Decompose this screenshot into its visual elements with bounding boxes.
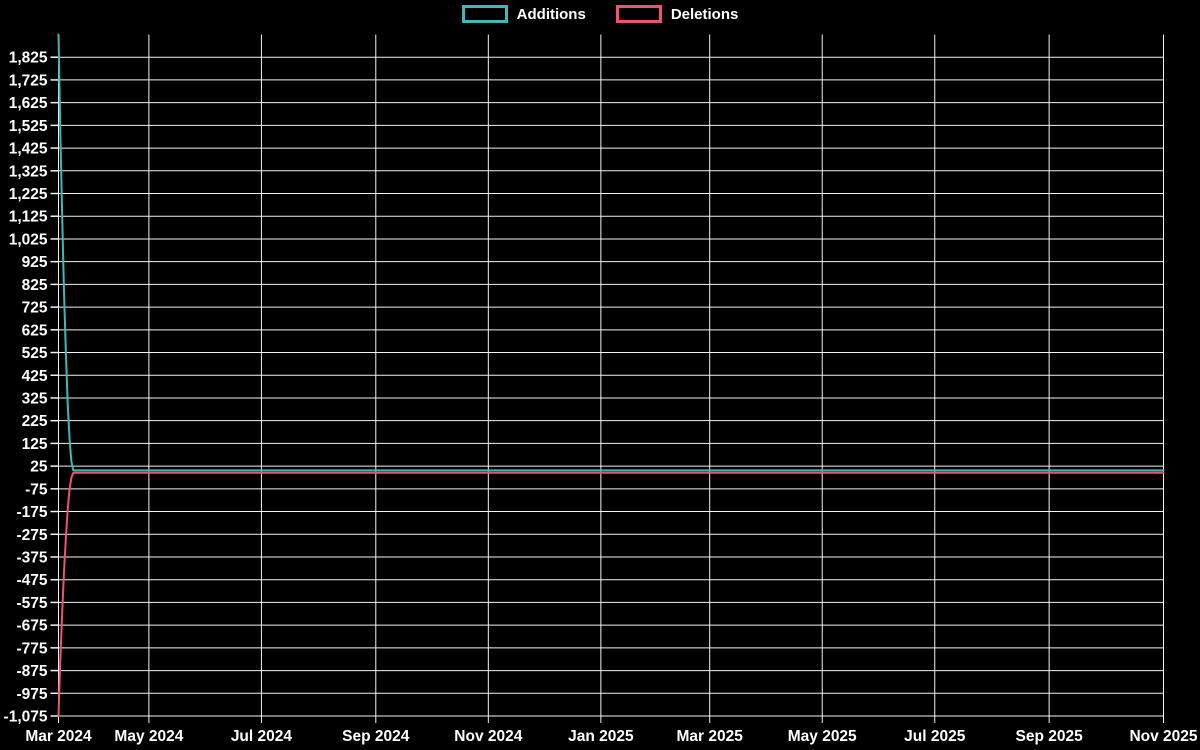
x-axis-tick-label: May 2025 <box>788 728 857 745</box>
y-axis-tick-label: 725 <box>22 300 48 317</box>
x-axis-tick-label: Jul 2025 <box>904 728 966 745</box>
y-axis-tick-label: 1,825 <box>9 50 48 67</box>
y-axis-tick-label: -475 <box>16 572 47 589</box>
y-axis-tick-label: -175 <box>16 504 47 521</box>
y-axis-tick-label: -775 <box>16 640 47 657</box>
y-axis-tick-label: 525 <box>22 345 48 362</box>
y-axis-tick-label: 325 <box>22 390 48 407</box>
deletions-line-series <box>57 471 1165 717</box>
y-axis-tick-label: 25 <box>30 459 48 476</box>
y-axis-tick-label: 1,325 <box>9 163 48 180</box>
legend-label-deletions: Deletions <box>670 5 739 23</box>
additions-swatch-icon <box>461 5 508 23</box>
y-axis-tick-label: 825 <box>22 277 48 294</box>
x-axis-tick-label: Sep 2025 <box>1016 728 1084 745</box>
y-axis-tick-label: -275 <box>16 527 47 544</box>
deletions-swatch-icon <box>615 5 662 23</box>
y-axis-tick-label: -75 <box>25 481 48 498</box>
y-axis-tick-label: 1,125 <box>9 209 48 226</box>
legend-item-deletions[interactable]: Deletions <box>615 5 739 23</box>
x-axis-tick-label: Jan 2025 <box>568 728 634 745</box>
y-axis-tick-label: -975 <box>16 686 47 703</box>
x-axis-tick-label: Sep 2024 <box>342 728 410 745</box>
y-axis-tick-label: 425 <box>22 368 48 385</box>
y-axis-tick-label: 225 <box>22 413 48 430</box>
y-axis-tick-label: 1,225 <box>9 186 48 203</box>
y-axis-tick-label: -375 <box>16 549 47 566</box>
legend-item-additions[interactable]: Additions <box>461 5 586 23</box>
x-axis-tick-label: Mar 2024 <box>25 728 92 745</box>
x-axis-tick-label: Nov 2024 <box>454 728 522 745</box>
y-axis-tick-label: 1,625 <box>9 95 48 112</box>
x-axis-tick-label: Nov 2025 <box>1129 728 1197 745</box>
y-axis-tick-label: 1,025 <box>9 231 48 248</box>
y-axis-tick-label: -575 <box>16 595 47 612</box>
x-axis-tick-label: Mar 2025 <box>677 728 744 745</box>
y-axis-tick-label: -675 <box>16 618 47 635</box>
y-axis-tick-label: 625 <box>22 322 48 339</box>
y-axis-tick-label: 1,725 <box>9 72 48 89</box>
chart-legend: Additions Deletions <box>0 5 1200 23</box>
legend-label-additions: Additions <box>516 5 586 23</box>
y-axis-tick-label: 925 <box>22 254 48 271</box>
x-axis-tick-label: May 2024 <box>114 728 183 745</box>
x-axis-tick-label: Jul 2024 <box>231 728 293 745</box>
y-axis-tick-label: -1,075 <box>4 709 48 726</box>
additions-line-series <box>57 33 1165 472</box>
y-axis-tick-label: -875 <box>16 663 47 680</box>
y-axis-tick-label: 1,525 <box>9 118 48 135</box>
y-axis-tick-label: 125 <box>22 436 48 453</box>
y-axis-tick-label: 1,425 <box>9 141 48 158</box>
